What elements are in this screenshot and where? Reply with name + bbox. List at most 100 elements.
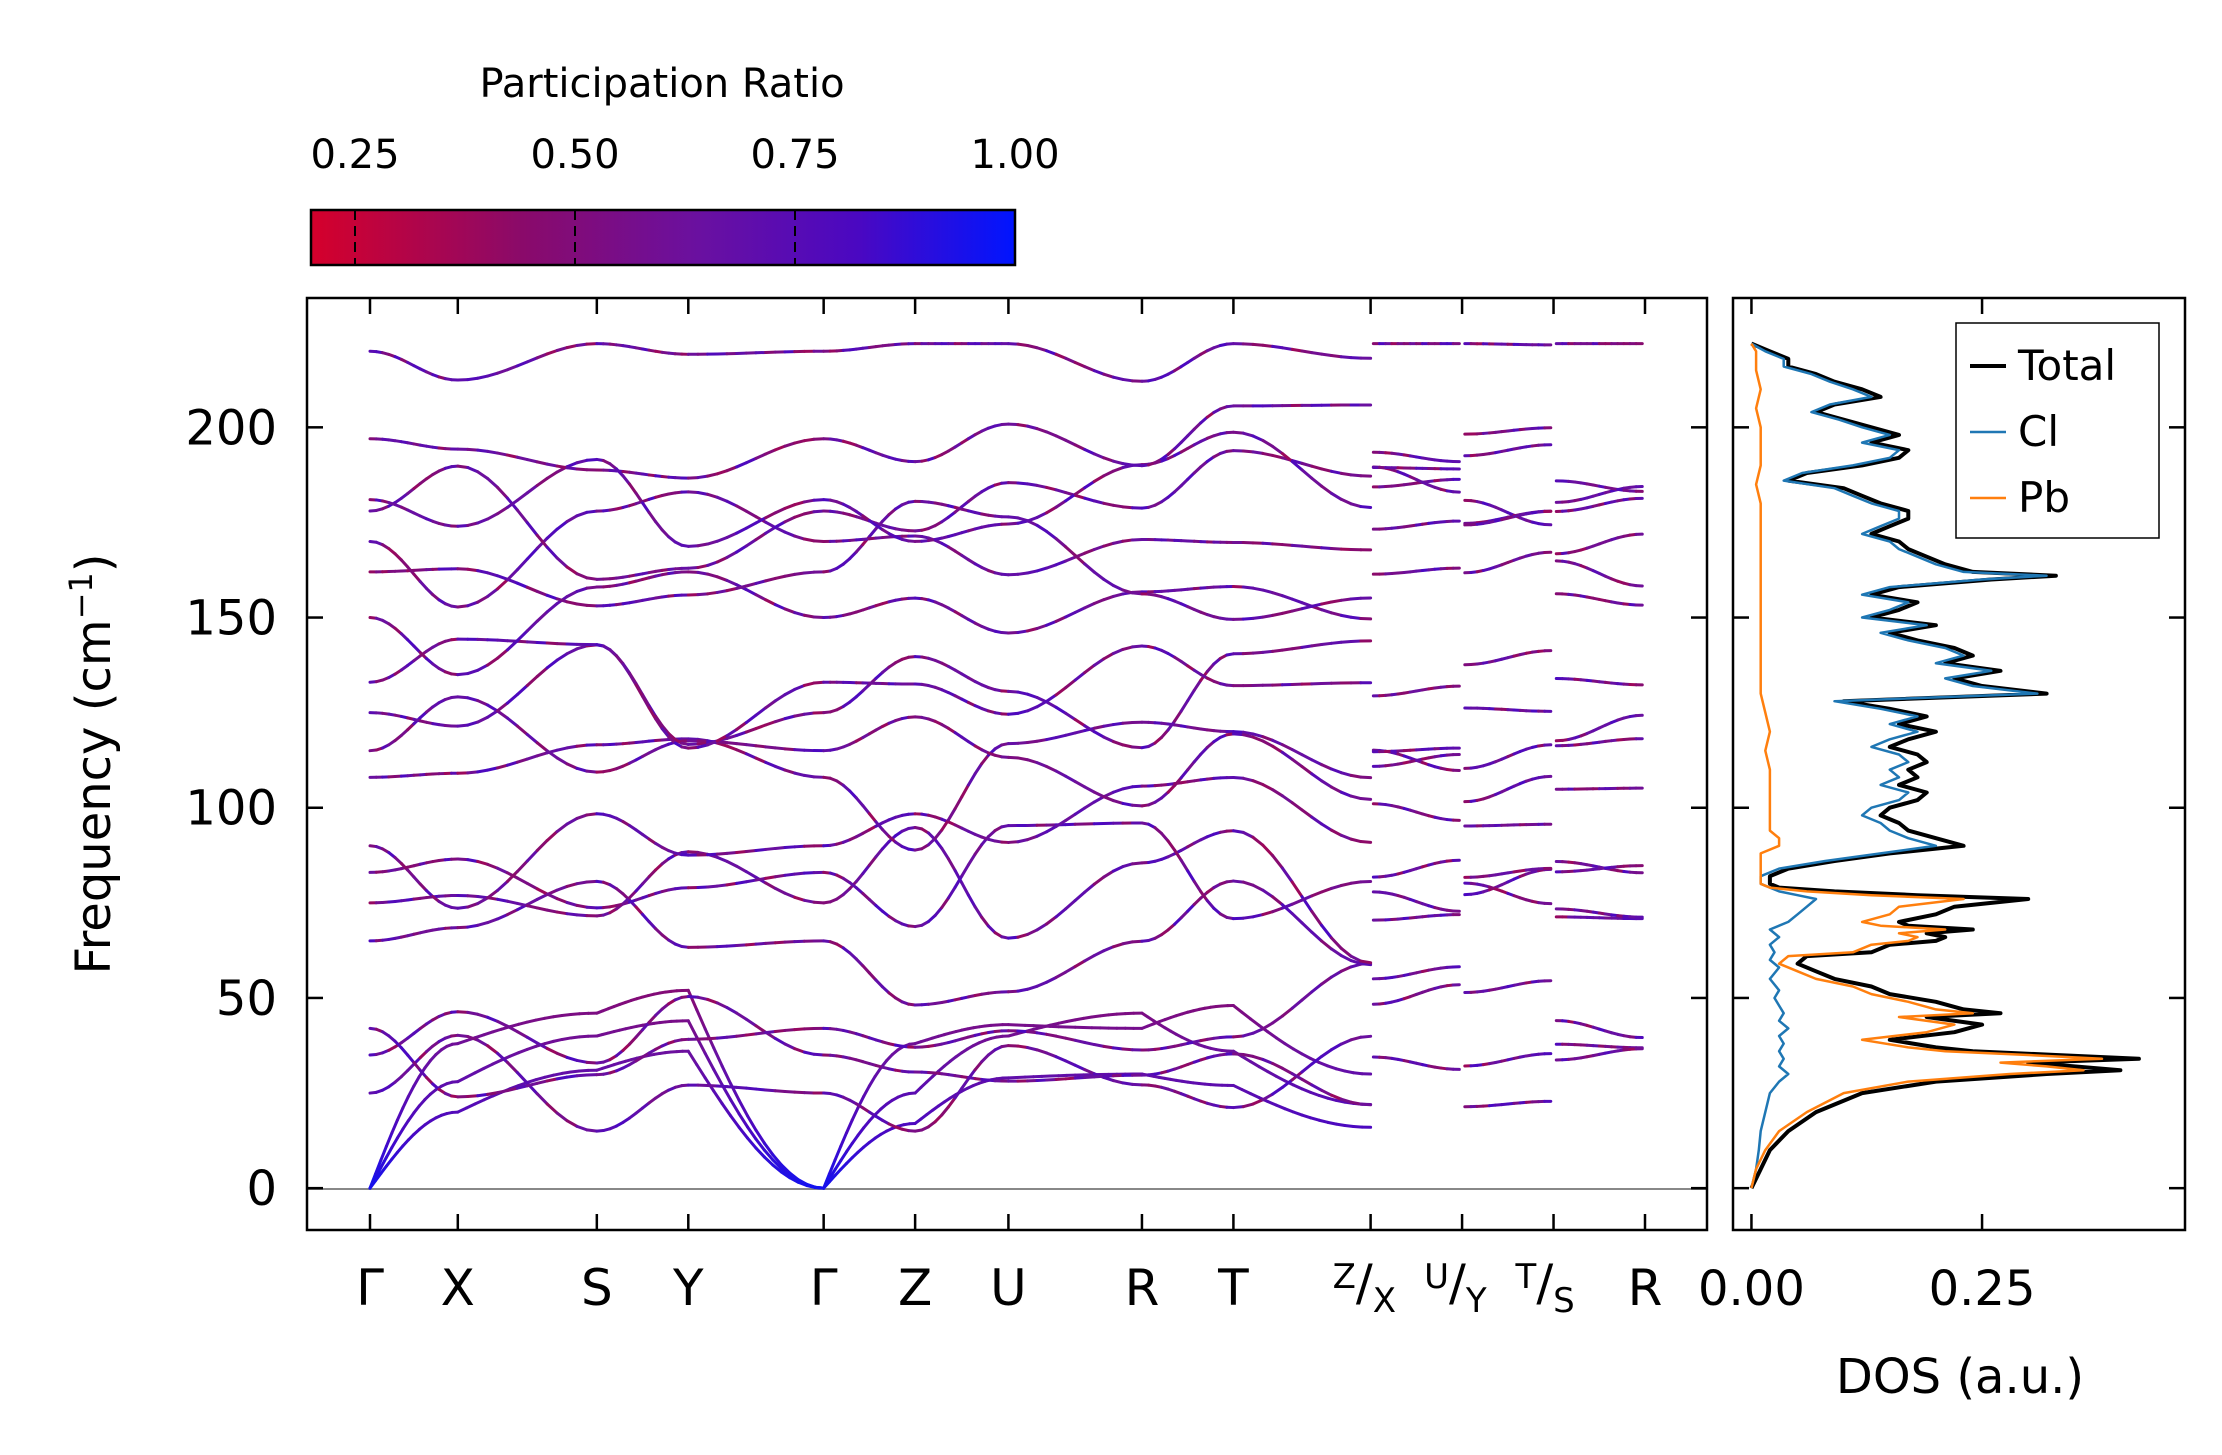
acoustic-branch xyxy=(873,1066,883,1078)
optical-branch xyxy=(1280,750,1294,761)
optical-branch xyxy=(1025,1030,1039,1035)
optical-branch xyxy=(848,550,858,561)
optical-branch xyxy=(393,1039,403,1050)
optical-branch xyxy=(1300,1077,1314,1087)
optical-branch xyxy=(1271,453,1284,460)
acoustic-branch xyxy=(1326,1064,1338,1071)
optical-branch xyxy=(812,900,826,905)
optical-branch xyxy=(706,492,719,499)
optical-branch xyxy=(735,943,748,947)
optical-branch xyxy=(706,472,719,478)
optical-branch xyxy=(535,906,549,912)
optical-branch xyxy=(1261,843,1275,858)
optical-branch xyxy=(1251,1054,1265,1061)
optical-branch xyxy=(854,957,865,968)
optical-branch xyxy=(486,766,500,772)
optical-branch xyxy=(754,579,768,585)
optical-branch xyxy=(1339,790,1353,798)
acoustic-branch xyxy=(762,1155,775,1167)
optical-branch xyxy=(1073,671,1087,682)
optical-branch xyxy=(953,795,964,811)
optical-branch xyxy=(773,1028,787,1033)
optical-branch xyxy=(1054,769,1068,778)
optical-branch xyxy=(1016,1029,1029,1034)
acoustic-branch xyxy=(379,1155,388,1169)
optical-branch xyxy=(466,902,480,909)
optical-branch xyxy=(725,943,739,948)
optical-branch xyxy=(754,723,768,731)
acoustic-branch xyxy=(390,1118,399,1135)
optical-branch xyxy=(966,772,977,787)
acoustic-branch xyxy=(771,1158,783,1170)
optical-branch xyxy=(535,476,549,487)
optical-branch xyxy=(486,371,500,378)
optical-branch xyxy=(1111,721,1125,727)
optical-branch xyxy=(725,499,739,508)
optical-branch xyxy=(545,1046,559,1055)
optical-branch xyxy=(555,1075,569,1081)
optical-branch xyxy=(1092,875,1106,886)
colorbar: Participation Ratio 0.25 0.50 0.75 1.00 xyxy=(309,61,1060,267)
optical-branch xyxy=(773,717,787,724)
optical-branch xyxy=(946,807,957,822)
optical-branch xyxy=(696,491,710,496)
optical-branch xyxy=(783,687,797,697)
optical-branch xyxy=(696,741,710,746)
optical-branch xyxy=(1016,741,1029,745)
optical-branch xyxy=(1199,890,1209,903)
optical-branch xyxy=(614,654,625,666)
optical-branch xyxy=(1092,499,1106,505)
optical-branch xyxy=(764,881,777,890)
optical-branch xyxy=(1064,555,1077,563)
optical-branch xyxy=(783,441,797,448)
optical-branch xyxy=(783,747,797,752)
optical-branch xyxy=(744,538,758,548)
dos-x-tick-label: 0.25 xyxy=(1929,1261,2036,1317)
optical-branch xyxy=(496,505,509,516)
optical-branch xyxy=(647,920,658,931)
acoustic-branch xyxy=(482,1094,495,1102)
optical-branch xyxy=(1006,840,1020,844)
optical-branch xyxy=(1300,644,1314,649)
acoustic-branch xyxy=(464,1102,477,1110)
optical-branch xyxy=(1251,615,1265,620)
acoustic-branch xyxy=(473,1033,486,1040)
optical-branch xyxy=(735,584,748,590)
optical-branch xyxy=(715,536,729,543)
optical-branch xyxy=(802,510,816,516)
optical-branch xyxy=(466,567,480,573)
optical-branch xyxy=(1111,865,1125,873)
optical-branch xyxy=(867,971,878,982)
optical-branch xyxy=(1016,987,1029,993)
optical-branch xyxy=(880,513,891,523)
optical-branch xyxy=(1339,497,1353,506)
optical-branch xyxy=(1130,591,1144,596)
optical-branch xyxy=(496,648,509,660)
optical-branch xyxy=(706,739,719,747)
optical-branch xyxy=(1271,611,1284,617)
optical-branch xyxy=(773,603,787,611)
optical-branch xyxy=(476,699,490,707)
optical-branch xyxy=(1016,342,1029,348)
optical-branch xyxy=(1073,1075,1087,1080)
optical-branch xyxy=(744,1017,758,1028)
optical-branch xyxy=(793,712,806,718)
optical-branch xyxy=(1006,711,1020,716)
optical-branch xyxy=(1073,486,1087,496)
optical-branch xyxy=(1329,884,1343,890)
optical-branch xyxy=(1102,577,1115,587)
optical-branch xyxy=(1102,541,1115,548)
optical-branch xyxy=(1083,785,1096,794)
optical-branch xyxy=(1111,740,1125,747)
acoustic-branch xyxy=(1249,1017,1261,1027)
hs-point-label: R xyxy=(1628,1259,1663,1317)
optical-branch xyxy=(783,768,797,775)
optical-branch xyxy=(466,1035,480,1042)
optical-branch xyxy=(812,1052,826,1057)
optical-branch xyxy=(505,364,519,372)
optical-branch xyxy=(525,458,539,464)
optical-branch xyxy=(575,1073,589,1078)
optical-branch xyxy=(412,1061,422,1072)
optical-branch xyxy=(715,1035,729,1040)
optical-branch xyxy=(725,741,739,746)
